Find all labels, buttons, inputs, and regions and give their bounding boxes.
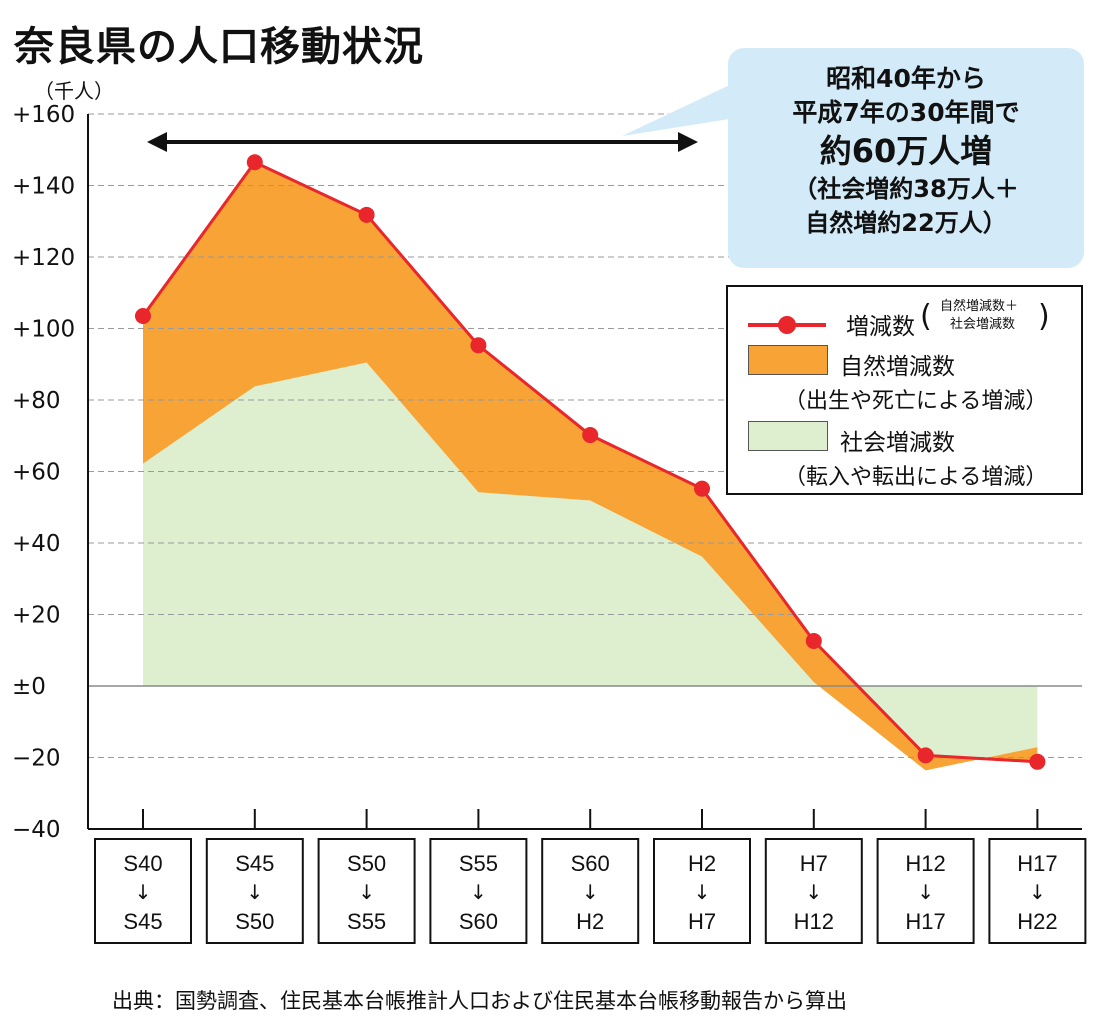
span-arrow-right-head [678, 132, 698, 152]
legend-total-note-2: 社会増減数 [950, 317, 1016, 332]
y-tick-label: +40 [12, 531, 61, 557]
total-point [917, 747, 934, 764]
legend-social-swatch [748, 421, 828, 451]
x-category-from: H17 [1017, 851, 1057, 876]
total-point [135, 307, 151, 324]
callout-line-1: 昭和40年から [826, 64, 986, 93]
x-category-arrow: ↓ [358, 880, 375, 904]
y-tick-label: −40 [12, 817, 61, 843]
y-tick-label: +120 [12, 245, 75, 271]
x-category-arrow: ↓ [246, 880, 263, 904]
legend-social-label: 社会増減数 [840, 430, 955, 456]
x-category-to: S45 [123, 909, 162, 934]
span-arrow-left-head [147, 132, 167, 152]
x-category-from: S55 [459, 851, 498, 876]
x-category-box [653, 838, 751, 944]
y-tick-label: +80 [12, 388, 61, 414]
x-category-to: S55 [347, 909, 386, 934]
x-category-from: S50 [347, 851, 386, 876]
natural-area [143, 162, 1038, 771]
legend-close-paren: ) [1038, 299, 1050, 334]
total-point [805, 632, 822, 649]
x-category-from: S45 [235, 851, 274, 876]
total-point [582, 427, 599, 444]
x-category-arrow: ↓ [582, 880, 599, 904]
legend-total-marker [748, 316, 826, 334]
x-category-from: H7 [800, 851, 828, 876]
legend-natural-sub: （出生や死亡による増減） [784, 389, 1048, 414]
x-category-arrow: ↓ [1029, 880, 1046, 904]
social-area [143, 362, 1038, 771]
y-tick-label: −20 [12, 746, 61, 772]
x-category-to: H7 [688, 909, 716, 934]
total-point [470, 337, 487, 354]
y-tick-label: +100 [12, 317, 75, 343]
legend-natural-label: 自然増減数 [840, 354, 955, 380]
x-category-box [876, 838, 975, 944]
x-category-to: S60 [459, 909, 498, 934]
callout-pointer [622, 82, 736, 136]
x-category-to: H2 [576, 909, 604, 934]
callout-line-2: 平成7年の30年間で [792, 98, 1020, 127]
x-category-box [317, 838, 416, 944]
x-category-from: S60 [571, 851, 610, 876]
y-tick-label: +20 [12, 603, 61, 629]
callout-line-5: 自然増約22万人） [805, 209, 1007, 237]
x-category-box [988, 838, 1087, 944]
legend-social-sub: （転入や転出による増減） [784, 465, 1048, 490]
x-category-box [541, 838, 640, 944]
total-point [694, 480, 710, 497]
x-category-to: H17 [905, 909, 945, 934]
x-category-arrow: ↓ [470, 880, 487, 904]
legend-natural-swatch [748, 345, 828, 375]
y-unit-label: （千人） [34, 79, 114, 103]
summary-callout: 昭和40年から 平成7年の30年間で 約60万人増 （社会増約38万人＋ 自然増… [728, 48, 1084, 268]
callout-line-3: 約60万人増 [819, 132, 993, 170]
y-tick-label: +140 [12, 174, 75, 200]
legend-total-note-1: 自然増減数＋ [940, 299, 1019, 314]
y-tick-label: ±0 [12, 674, 46, 700]
x-category-box [764, 838, 863, 944]
x-category-to: S50 [235, 909, 274, 934]
chart-legend: 増減数 ( 自然増減数＋ 社会増減数 ) 自然増減数 （出生や死亡による増減） … [726, 285, 1083, 495]
legend-open-paren: ( [920, 299, 932, 334]
x-category-arrow: ↓ [805, 880, 822, 904]
y-tick-label: +160 [12, 102, 75, 128]
x-category-to: H22 [1017, 909, 1057, 934]
x-category-arrow: ↓ [135, 880, 152, 904]
legend-total-label: 増減数 [846, 314, 915, 340]
total-point [358, 206, 375, 223]
x-category-to: H12 [794, 909, 834, 934]
x-category-box [429, 838, 528, 944]
x-category-box [205, 838, 304, 944]
chart-title: 奈良県の人口移動状況 [14, 24, 424, 70]
x-category-from: S40 [123, 851, 162, 876]
total-point [1029, 753, 1046, 770]
x-category-from: H12 [905, 851, 945, 876]
x-category-arrow: ↓ [694, 880, 711, 904]
callout-line-4: （社会増約38万人＋ [793, 175, 1019, 203]
x-category-box [94, 838, 192, 944]
x-category-from: H2 [688, 851, 716, 876]
source-note: 出典：国勢調査、住民基本台帳推計人口および住民基本台帳移動報告から算出 [112, 989, 847, 1013]
y-tick-label: +60 [12, 460, 61, 486]
x-category-arrow: ↓ [917, 880, 934, 904]
total-point [246, 154, 263, 171]
